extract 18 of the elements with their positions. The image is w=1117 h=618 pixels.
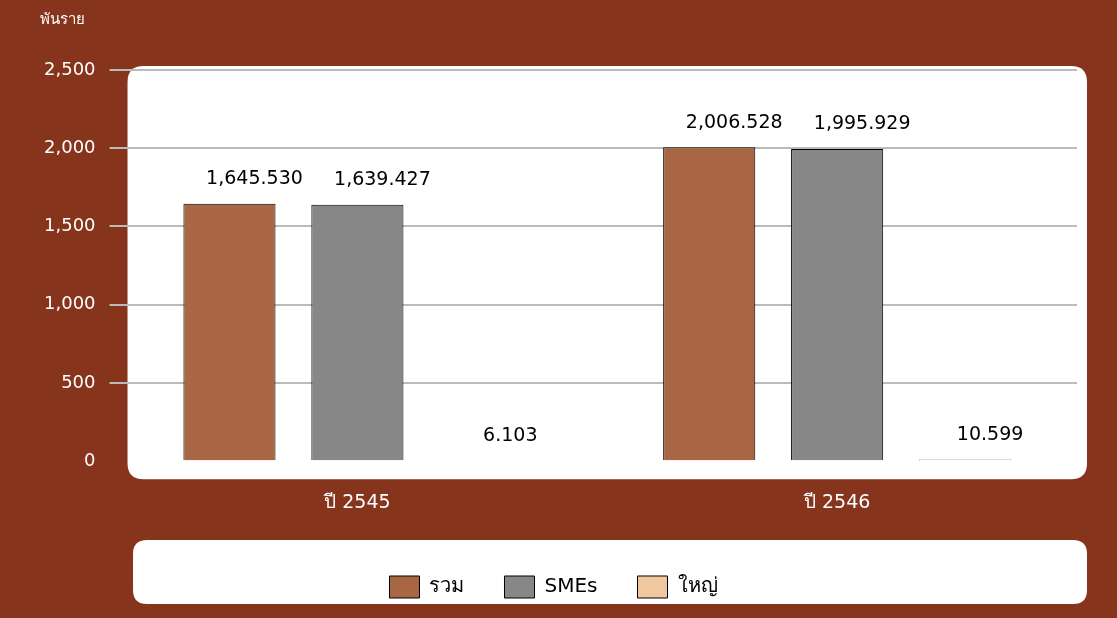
data-label: 2,006.528 <box>685 109 783 132</box>
y-axis-title: พันราย <box>40 9 86 28</box>
y-tick-label: 1,500 <box>44 214 96 236</box>
y-tick-label: 500 <box>61 370 96 392</box>
data-label: 1,645.530 <box>206 166 303 189</box>
data-label: 10.599 <box>956 421 1024 444</box>
x-tick-label: ปี 2546 <box>802 489 871 512</box>
y-tick-label: 2,000 <box>44 135 96 157</box>
x-tick-label: ปี 2545 <box>323 489 391 512</box>
y-tick-label: 2,500 <box>44 57 96 79</box>
y-tick-label: 1,000 <box>44 292 96 314</box>
data-label: 6.103 <box>483 422 538 445</box>
data-label: 1,995.929 <box>813 111 911 134</box>
legend-label: SMEs <box>544 573 598 598</box>
legend-label: รวม <box>429 573 465 598</box>
y-tick-label: 0 <box>84 448 96 470</box>
data-label: 1,639.427 <box>334 167 431 190</box>
legend-label: ใหญ่ <box>677 573 718 598</box>
